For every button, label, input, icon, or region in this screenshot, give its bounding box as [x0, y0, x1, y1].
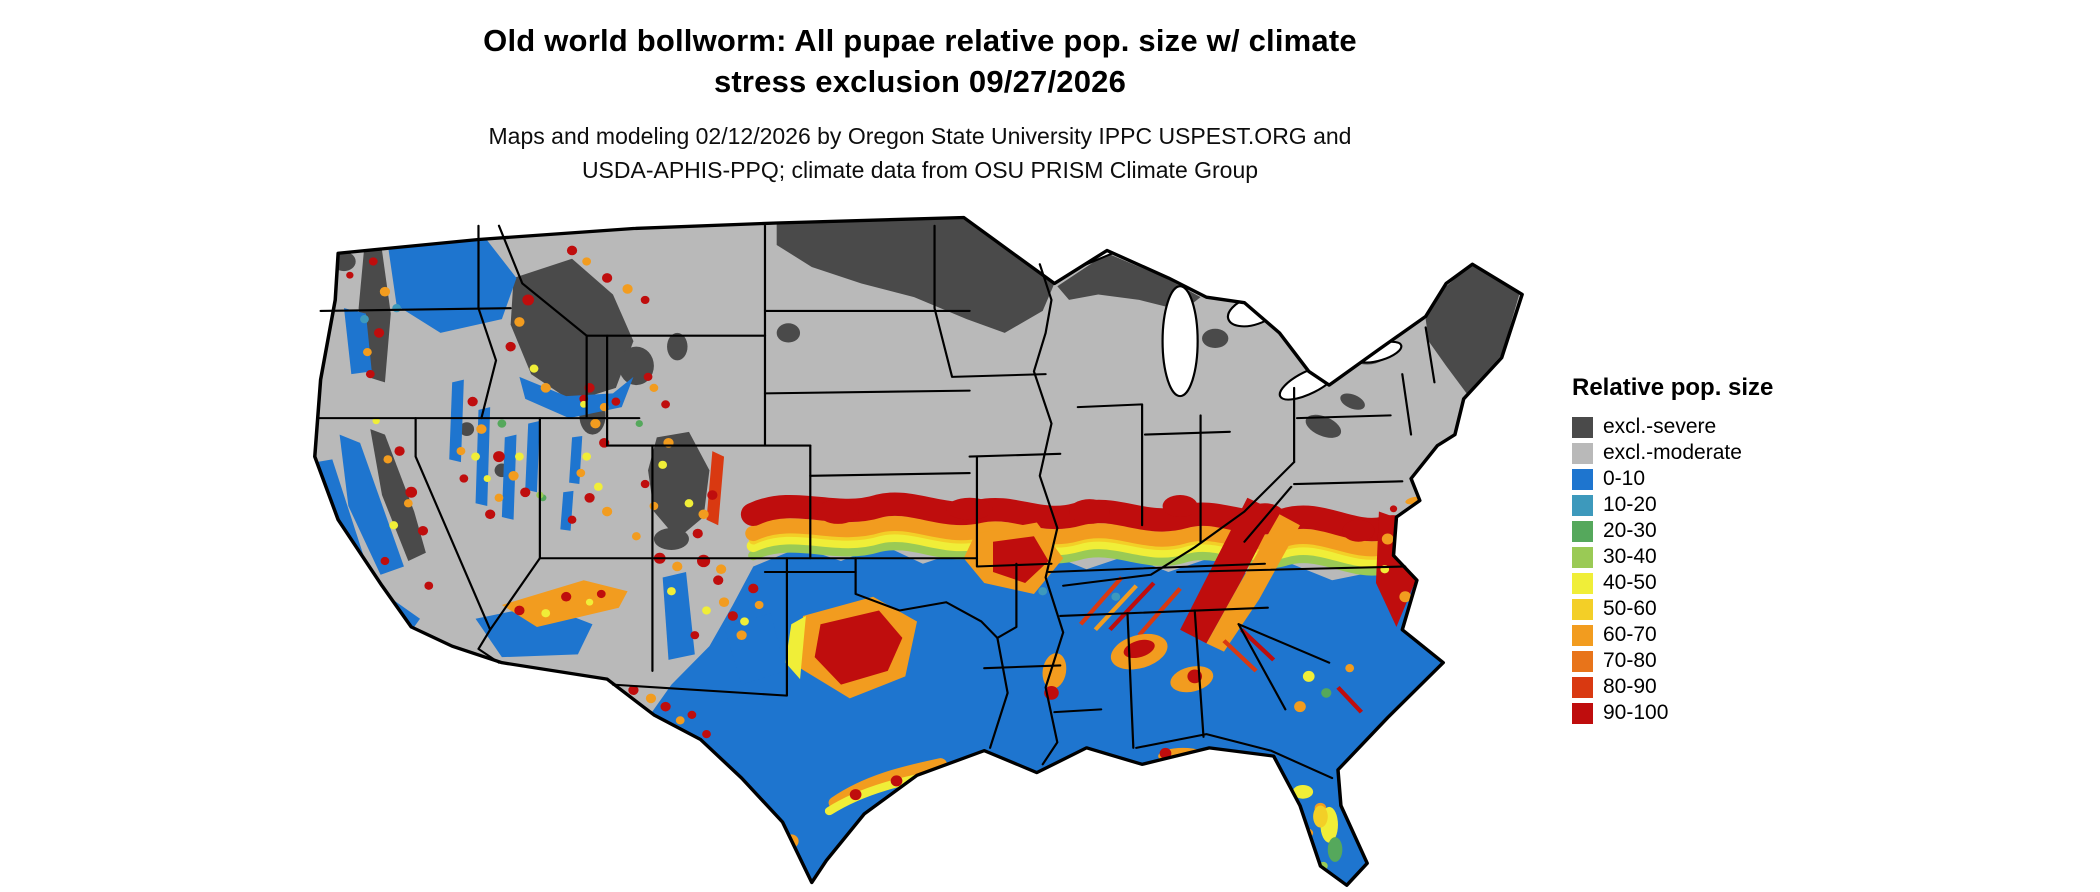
- legend-label: 90-100: [1603, 701, 1669, 724]
- legend-label: 40-50: [1603, 571, 1657, 594]
- subtitle-line-2: USDA-APHIS-PPQ; climate data from OSU PR…: [581, 157, 1259, 183]
- legend-swatch: [1572, 442, 1593, 464]
- legend-title: Relative pop. size: [1572, 374, 1774, 401]
- legend-item: 30-40: [1572, 544, 1872, 570]
- legend-item: 0-10: [1572, 466, 1872, 492]
- legend-item: 40-50: [1572, 570, 1872, 596]
- legend-swatch: [1572, 702, 1593, 724]
- legend-item: excl.-severe: [1572, 414, 1872, 440]
- legend-swatch: [1572, 416, 1593, 438]
- legend-swatch: [1572, 650, 1593, 672]
- severe-exclusion-regions: [332, 217, 1520, 561]
- legend-label: 70-80: [1603, 649, 1657, 672]
- legend-label: 60-70: [1603, 623, 1657, 646]
- legend-label: 50-60: [1603, 597, 1657, 620]
- page-title-line-1: Old world bollworm: All pupae relative p…: [483, 23, 1357, 58]
- legend-swatch: [1572, 468, 1593, 490]
- legend-label: excl.-moderate: [1603, 441, 1742, 464]
- subtitle: Maps and modeling 02/12/2026 by Oregon S…: [250, 119, 1590, 187]
- legend-label: 10-20: [1603, 493, 1657, 516]
- legend-swatch: [1572, 676, 1593, 698]
- legend-label: 30-40: [1603, 545, 1657, 568]
- legend-item: 60-70: [1572, 622, 1872, 648]
- subtitle-line-1: Maps and modeling 02/12/2026 by Oregon S…: [488, 123, 1352, 149]
- page-title-line-2: stress exclusion 09/27/2026: [713, 64, 1127, 99]
- legend-swatch: [1572, 546, 1593, 568]
- state-borders: [316, 224, 1436, 780]
- legend-label: 80-90: [1603, 675, 1657, 698]
- legend-swatch: [1572, 520, 1593, 542]
- lake-michigan: [1161, 285, 1199, 398]
- us-map-svg: [313, 215, 1524, 887]
- legend-swatch: [1572, 572, 1593, 594]
- legend-item: 50-60: [1572, 596, 1872, 622]
- legend-label: excl.-severe: [1603, 415, 1717, 438]
- legend-item: 10-20: [1572, 492, 1872, 518]
- us-outline: [313, 215, 1524, 887]
- legend-item: 70-80: [1572, 648, 1872, 674]
- header: Old world bollworm: All pupae relative p…: [250, 20, 1590, 187]
- legend-swatch: [1572, 624, 1593, 646]
- us-map: [306, 212, 1528, 888]
- legend-item: 20-30: [1572, 518, 1872, 544]
- legend-swatch: [1572, 598, 1593, 620]
- legend-item: excl.-moderate: [1572, 440, 1872, 466]
- legend: Relative pop. size excl.-severe excl.-mo…: [1572, 374, 1872, 726]
- legend-item: 80-90: [1572, 674, 1872, 700]
- legend-label: 20-30: [1603, 519, 1657, 542]
- legend-swatch: [1572, 494, 1593, 516]
- legend-item: 90-100: [1572, 700, 1872, 726]
- legend-label: 0-10: [1603, 467, 1646, 490]
